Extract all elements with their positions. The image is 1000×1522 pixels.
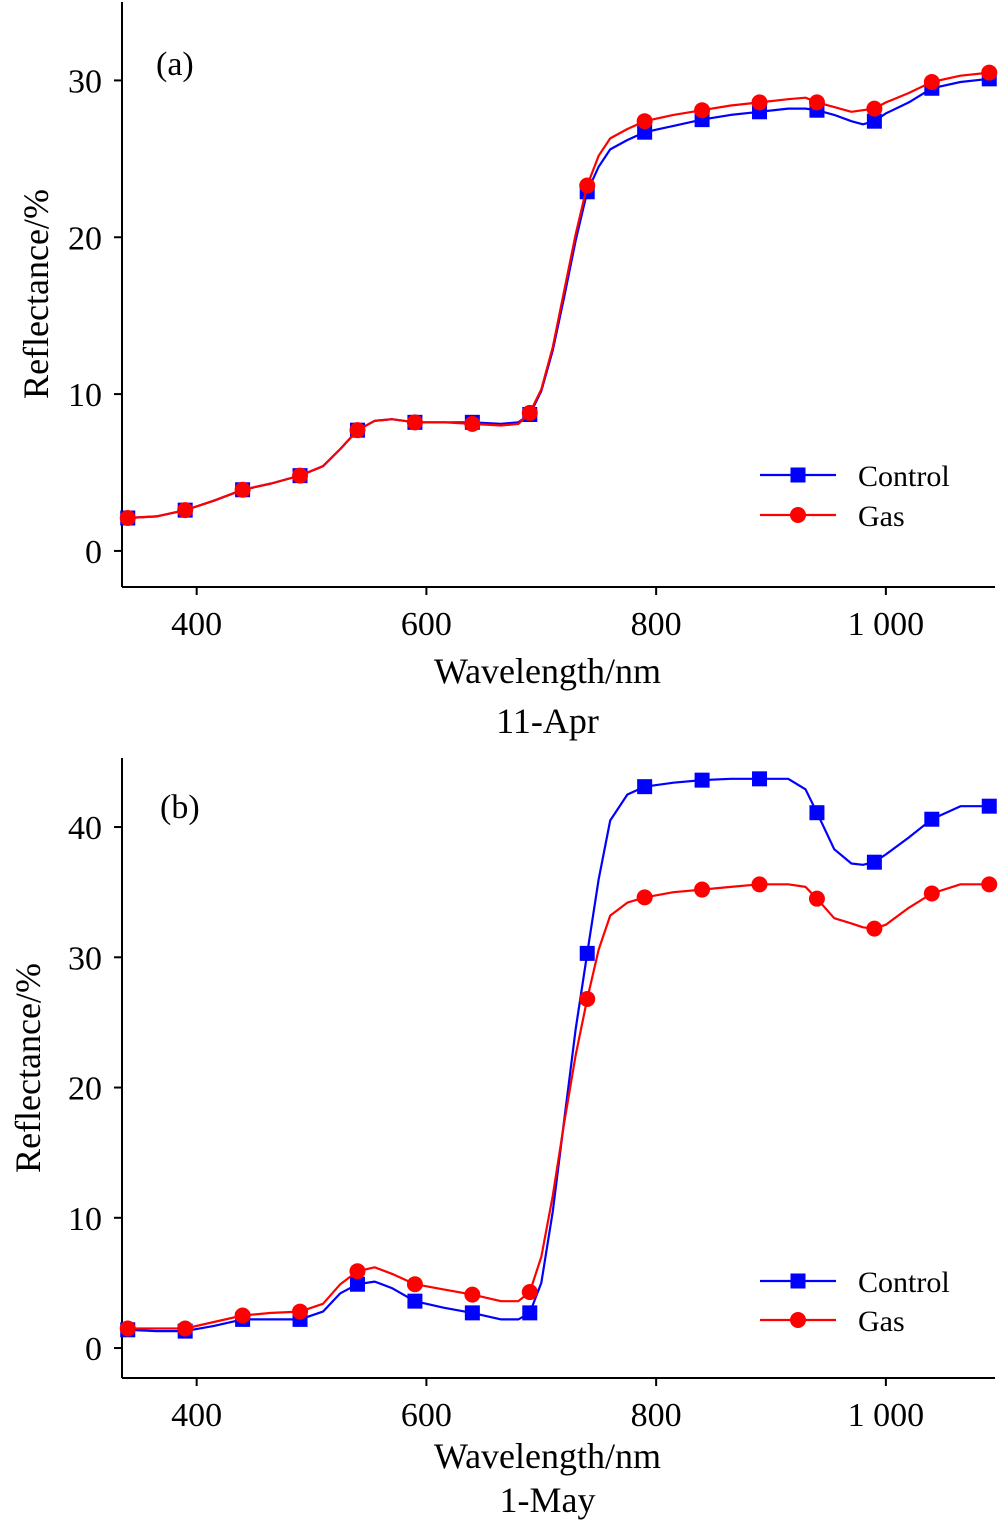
data-point-gas: [981, 64, 998, 81]
data-point-gas: [923, 73, 940, 90]
panel-label: (b): [160, 789, 200, 826]
data-point-control: [637, 779, 653, 795]
data-point-control: [752, 771, 768, 787]
data-point-gas: [406, 1276, 423, 1293]
data-point-gas: [694, 102, 711, 119]
legend-marker-control: [790, 467, 806, 483]
data-point-gas: [636, 889, 653, 906]
data-point-gas: [349, 1263, 366, 1280]
y-tick-label: 0: [85, 1331, 102, 1368]
data-point-gas: [521, 404, 538, 421]
data-point-gas: [234, 1307, 251, 1324]
legend: Control Gas: [760, 1266, 950, 1338]
data-point-gas: [808, 890, 825, 907]
legend: Control Gas: [760, 460, 950, 533]
data-point-gas: [694, 881, 711, 898]
data-point-gas: [521, 1284, 538, 1301]
legend-marker-gas: [790, 507, 806, 523]
x-tick-label: 800: [631, 1397, 682, 1434]
legend-marker-gas: [790, 1312, 806, 1328]
series-line-gas: [127, 883, 996, 1330]
y-axis-label: Reflectance/%: [8, 963, 48, 1173]
x-tick-label: 600: [401, 606, 452, 643]
data-point-gas: [292, 467, 309, 484]
data-point-gas: [464, 415, 481, 432]
data-point-gas: [292, 1303, 309, 1320]
data-point-control: [579, 945, 595, 961]
y-tick-label: 30: [68, 940, 102, 977]
y-tick-label: 10: [68, 377, 102, 414]
data-point-control: [809, 805, 825, 821]
data-point-control: [694, 772, 710, 788]
data-point-gas: [981, 876, 998, 893]
data-point-gas: [866, 100, 883, 117]
data-point-gas: [579, 990, 596, 1007]
data-point-gas: [464, 1286, 481, 1303]
panel-caption: 1-May: [500, 1480, 596, 1520]
x-tick-label: 800: [631, 606, 682, 643]
data-point-control: [981, 798, 997, 814]
x-tick-label: 600: [401, 1397, 452, 1434]
data-point-gas: [349, 422, 366, 439]
data-point-gas: [119, 509, 136, 526]
y-axis-label: Reflectance/%: [16, 189, 56, 399]
legend-label-gas: Gas: [858, 500, 905, 533]
series-gas: [119, 64, 998, 526]
chart-panel-a: 400 600 800 1 000 0 10 20 30 Wavelength/nm 11-Apr…: [16, 2, 998, 741]
data-point-control: [522, 1305, 538, 1321]
series-line-control: [127, 77, 990, 520]
data-point-control: [464, 1305, 480, 1321]
x-axis-label: Wavelength/nm: [434, 1436, 661, 1476]
data-point-gas: [579, 177, 596, 194]
y-tick-label: 40: [68, 810, 102, 847]
data-point-gas: [119, 1320, 136, 1337]
x-tick-label: 1 000: [848, 606, 925, 643]
series-line-control: [127, 777, 996, 1333]
data-point-gas: [923, 885, 940, 902]
data-point-gas: [751, 94, 768, 111]
data-point-gas: [406, 414, 423, 431]
y-tick-label: 20: [68, 220, 102, 257]
panel-label: (a): [156, 46, 194, 83]
x-tick-label: 1 000: [848, 1397, 925, 1434]
series-control: [120, 71, 997, 526]
data-point-gas: [636, 113, 653, 130]
data-point-control: [349, 1276, 365, 1292]
series-line-gas: [127, 71, 990, 520]
panel-caption: 11-Apr: [496, 701, 599, 741]
x-axis-label: Wavelength/nm: [434, 651, 661, 691]
data-point-gas: [751, 876, 768, 893]
chart-panel-b: 400 600 800 1 000 0 10 20 30 40 Wavelength/nm1-Ma…: [8, 758, 998, 1520]
y-tick-label: 30: [68, 63, 102, 100]
legend-marker-control: [790, 1273, 806, 1289]
data-point-control: [866, 113, 882, 129]
legend-label-gas: Gas: [858, 1305, 905, 1338]
data-point-gas: [177, 1320, 194, 1337]
data-point-control: [407, 1293, 423, 1309]
data-point-gas: [866, 920, 883, 937]
y-tick-label: 20: [68, 1071, 102, 1108]
x-tick-label: 400: [171, 606, 222, 643]
data-point-control: [866, 854, 882, 870]
data-point-control: [924, 811, 940, 827]
legend-label-control: Control: [858, 460, 950, 493]
data-point-gas: [808, 94, 825, 111]
data-point-control: [637, 124, 653, 140]
data-point-gas: [234, 481, 251, 498]
data-point-gas: [177, 502, 194, 519]
x-tick-label: 400: [171, 1397, 222, 1434]
legend-label-control: Control: [858, 1266, 950, 1299]
series-control: [120, 771, 997, 1339]
series-gas: [119, 876, 998, 1337]
y-tick-label: 0: [85, 534, 102, 571]
y-tick-label: 10: [68, 1201, 102, 1238]
